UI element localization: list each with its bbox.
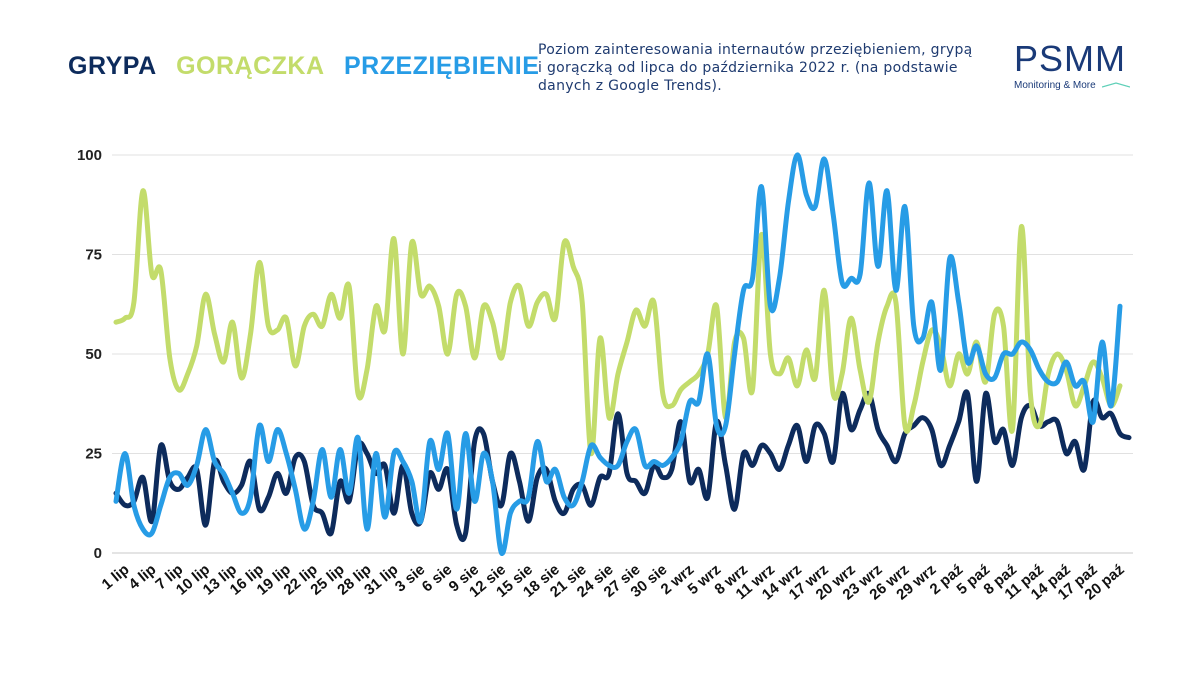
- logo-tagline: Monitoring & More: [1014, 80, 1096, 91]
- logo-swoosh-icon: [1102, 82, 1131, 88]
- logo-wordmark: PSMM: [1014, 38, 1126, 79]
- legend-przeziebienie: PRZEZIĘBIENIE: [343, 52, 540, 80]
- y-tick-label: 0: [94, 545, 102, 562]
- psmm-logo: PSMM Monitoring & More: [1014, 40, 1134, 91]
- series-line-przeziebienie: [113, 152, 1123, 556]
- y-tick-label: 50: [85, 346, 102, 363]
- legend-grypa: GRYPA: [68, 52, 157, 80]
- y-tick-label: 25: [85, 446, 102, 463]
- y-tick-label: 100: [77, 147, 102, 164]
- y-axis-ticks: 0 25 50 75 100: [77, 147, 102, 562]
- x-tick-label: 4 lip: [126, 561, 160, 593]
- series-line-goraczka: [113, 188, 1123, 457]
- chart-subtitle: Poziom zainteresowania internautów przez…: [538, 42, 973, 94]
- series-line-grypa: [113, 389, 1132, 542]
- grid-lines: [112, 154, 1133, 554]
- legend-goraczka: GORĄCZKA: [176, 52, 325, 80]
- legend-title: GRYPA GORĄCZKA PRZEZIĘBIENIE: [68, 52, 551, 81]
- y-tick-label: 75: [85, 247, 102, 264]
- logo-tagline-row: Monitoring & More: [1014, 80, 1134, 91]
- series-lines: [113, 152, 1132, 556]
- x-tick-label: 1 lip: [99, 561, 133, 593]
